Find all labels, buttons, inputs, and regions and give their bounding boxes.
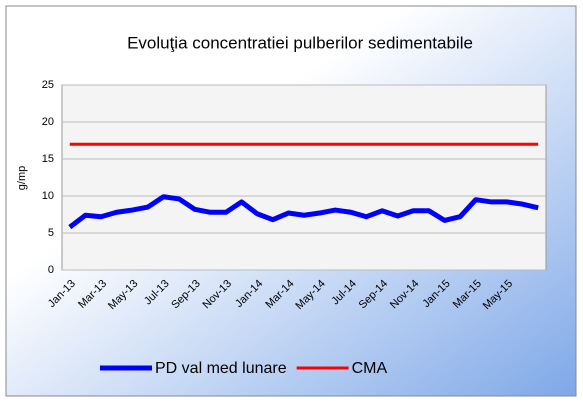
data-line xyxy=(68,194,539,230)
y-tick-label: 25 xyxy=(42,79,54,91)
y-axis-label: g/mp xyxy=(16,166,28,190)
y-tick-label: 15 xyxy=(42,153,54,165)
plot-area xyxy=(61,84,547,271)
y-tick-label: 5 xyxy=(48,227,54,239)
legend-label: CMA xyxy=(352,360,388,377)
legend-label: PD val med lunare xyxy=(155,360,287,377)
y-tick-label: 10 xyxy=(42,190,54,202)
chart-title: Evoluţia concentratiei pulberilor sedime… xyxy=(127,33,473,52)
y-tick-label: 20 xyxy=(42,116,54,128)
y-tick-label: 0 xyxy=(48,264,54,276)
